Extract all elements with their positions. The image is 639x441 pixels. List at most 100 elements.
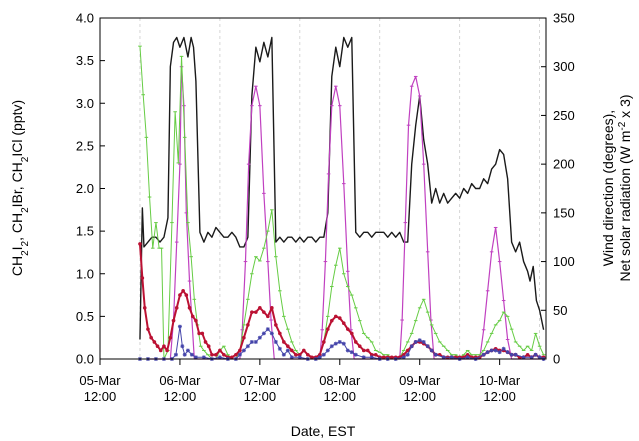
data-point	[162, 344, 166, 349]
x-tick-label: 12:00	[324, 389, 357, 404]
y-right-tick-label: 300	[553, 59, 575, 74]
x-tick-label: 12:00	[84, 389, 117, 404]
y-right-tick-label: 0	[553, 352, 560, 367]
series-line-wind	[139, 36, 545, 340]
y-right-tick-label: 200	[553, 157, 575, 172]
data-point	[341, 321, 346, 325]
y-left-tick-label: 4.0	[76, 11, 94, 26]
data-point	[253, 339, 258, 344]
data-point	[142, 306, 147, 310]
data-point	[465, 355, 470, 360]
data-point	[189, 352, 194, 357]
data-point	[206, 344, 211, 349]
data-point	[214, 352, 218, 357]
series-lines	[137, 36, 546, 361]
y-right-tick-label: 350	[553, 11, 575, 26]
data-point	[481, 352, 486, 357]
y-right-tick-label: 250	[553, 108, 575, 123]
data-point	[306, 352, 310, 357]
data-point	[365, 348, 370, 353]
data-point	[174, 306, 179, 310]
data-point	[529, 355, 534, 360]
data-point	[246, 323, 250, 327]
data-point	[190, 314, 195, 319]
data-point	[286, 344, 290, 349]
data-point	[241, 348, 246, 353]
x-tick-label: 09-Mar	[399, 373, 441, 388]
axes: 05-Mar12:0006-Mar12:0007-Mar12:0008-Mar1…	[76, 11, 575, 405]
data-point	[537, 355, 542, 360]
data-point	[345, 348, 350, 353]
data-point	[321, 340, 326, 344]
data-point	[180, 344, 185, 349]
data-point	[261, 331, 266, 336]
data-point	[140, 276, 145, 280]
series-wind	[139, 36, 545, 340]
data-point	[533, 352, 538, 357]
data-point	[222, 352, 226, 357]
data-point	[257, 335, 262, 340]
data-point	[413, 339, 418, 344]
data-point	[349, 331, 354, 336]
data-point	[201, 355, 206, 360]
x-axis-title: Date, EST	[291, 423, 356, 439]
y-left-tick-label: 2.0	[76, 181, 94, 196]
data-point	[485, 350, 490, 355]
data-point	[329, 318, 334, 323]
data-point	[317, 355, 322, 360]
data-point	[285, 348, 290, 353]
data-point	[218, 348, 222, 353]
data-point	[262, 310, 266, 314]
data-point	[409, 344, 414, 349]
data-point	[349, 350, 354, 355]
data-point	[405, 348, 410, 353]
data-point	[405, 352, 410, 357]
data-point	[290, 348, 294, 353]
data-point	[200, 331, 205, 336]
data-point	[289, 355, 294, 360]
data-point	[149, 335, 153, 340]
data-point	[250, 310, 254, 314]
data-point	[270, 306, 274, 310]
data-point	[194, 318, 198, 323]
data-point	[433, 352, 438, 357]
data-point	[177, 324, 182, 329]
data-point	[274, 323, 278, 327]
data-point	[281, 352, 286, 357]
y-left-tick-label: 1.5	[76, 224, 94, 239]
x-tick-label: 05-Mar	[79, 373, 121, 388]
y-left-tick-label: 0.0	[76, 352, 94, 367]
data-point	[146, 327, 150, 331]
data-point	[203, 340, 208, 344]
data-point	[337, 339, 342, 344]
data-point	[269, 331, 274, 336]
data-point	[258, 306, 262, 310]
data-point	[234, 352, 238, 357]
data-point	[401, 355, 406, 360]
data-point	[345, 327, 350, 331]
data-point	[318, 352, 322, 357]
data-point	[465, 352, 470, 357]
data-point	[210, 352, 214, 357]
data-point	[333, 341, 338, 346]
data-point	[361, 348, 366, 353]
data-point	[417, 338, 422, 343]
data-point	[158, 348, 163, 353]
data-point	[401, 352, 406, 357]
y-left-tick-label: 3.0	[76, 96, 94, 111]
data-point	[182, 352, 187, 357]
data-point	[373, 352, 378, 357]
data-point	[165, 348, 169, 353]
x-tick-label: 07-Mar	[239, 373, 281, 388]
data-point	[497, 350, 502, 355]
data-point	[321, 352, 326, 357]
data-point	[178, 293, 182, 297]
y-left-tick-label: 0.5	[76, 309, 94, 324]
data-point	[325, 348, 330, 353]
x-tick-label: 12:00	[403, 389, 436, 404]
x-tick-label: 12:00	[164, 389, 197, 404]
data-point	[425, 344, 430, 349]
data-point	[381, 355, 386, 360]
data-point	[505, 350, 510, 355]
